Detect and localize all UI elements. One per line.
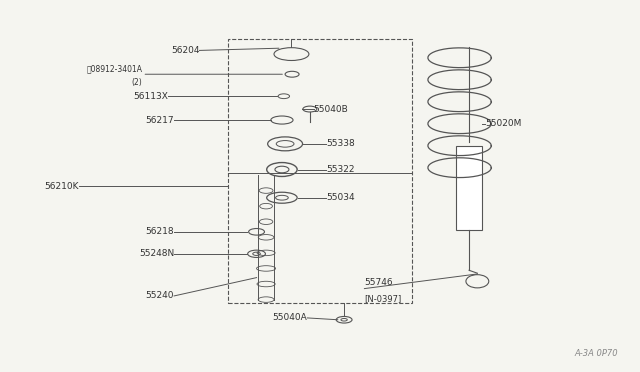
Text: (2): (2) (132, 77, 142, 87)
Text: 55322: 55322 (326, 165, 355, 174)
Text: 55034: 55034 (326, 193, 355, 202)
Text: [N-0397]: [N-0397] (364, 294, 402, 303)
Text: 56217: 56217 (145, 116, 174, 125)
Bar (228, 39, 412, 303)
Text: 56210K: 56210K (44, 182, 79, 190)
Bar (456, 146, 482, 230)
Text: 56218: 56218 (145, 227, 174, 236)
Text: ⓝ08912-3401A: ⓝ08912-3401A (86, 64, 142, 73)
Text: 56204: 56204 (171, 46, 200, 55)
Text: 55746: 55746 (364, 278, 393, 287)
Text: 56113X: 56113X (133, 92, 168, 101)
Text: 55040A: 55040A (273, 314, 307, 323)
Text: 55040B: 55040B (314, 105, 348, 113)
Text: 55020M: 55020M (485, 119, 522, 128)
Text: 55248N: 55248N (139, 249, 174, 258)
Text: 55240: 55240 (145, 291, 174, 301)
Text: A-3A 0P70: A-3A 0P70 (575, 349, 618, 358)
Text: 55338: 55338 (326, 140, 355, 148)
